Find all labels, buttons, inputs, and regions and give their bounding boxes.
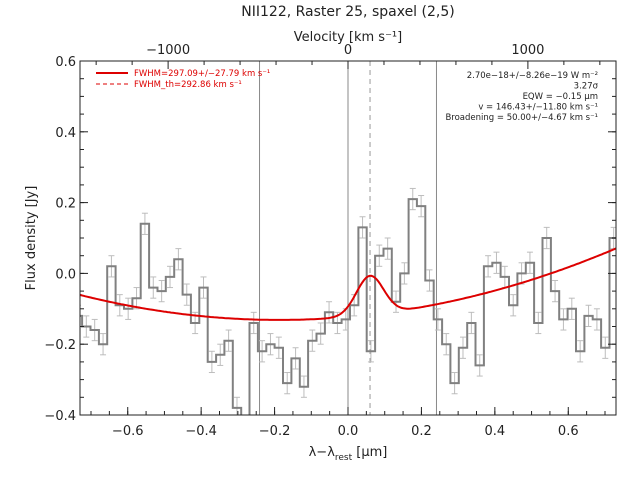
y-tick-label: 0.2 — [55, 197, 76, 212]
annotation-text: 3.27σ — [574, 82, 599, 92]
annotation-text: Broadening = 50.00+/−4.67 km s⁻¹ — [445, 113, 598, 123]
legend-label: FWHM_th=292.86 km s⁻¹ — [134, 80, 242, 90]
plot-content — [80, 61, 616, 415]
y-tick-label: 0.4 — [55, 126, 76, 141]
x-tick-label: 0.2 — [411, 424, 432, 439]
x-tick-label: −0.2 — [259, 424, 291, 439]
top-axis-label: Velocity [km s⁻¹] — [294, 30, 402, 45]
x-axis-label-unit: [μm] — [352, 445, 387, 460]
y-tick-label: 0.0 — [55, 267, 76, 282]
fit-series — [80, 247, 616, 321]
x-tick-label: −0.6 — [112, 424, 144, 439]
y-tick-label: 0.6 — [55, 55, 76, 70]
x-axis-label-main: λ−λ — [309, 445, 336, 460]
chart-title: NII122, Raster 25, spaxel (2,5) — [241, 4, 454, 20]
y-tick-label: −0.2 — [44, 338, 76, 353]
x-tick-label: 0.4 — [485, 424, 506, 439]
x-tick-label: 0.6 — [558, 424, 579, 439]
annotation-text: v = 146.43+/−11.80 km s⁻¹ — [478, 103, 598, 113]
annotation-text: EQW = −0.15 μm — [523, 92, 598, 102]
x-tick-label: 0.0 — [338, 424, 359, 439]
annotation-text: 2.70e−18+/−8.26e−19 W m⁻² — [467, 71, 598, 81]
top-tick-label: −1000 — [146, 43, 190, 58]
top-tick-label: 0 — [344, 43, 352, 58]
legend-label: FWHM=297.09+/−27.79 km s⁻¹ — [134, 69, 270, 79]
x-tick-label: −0.4 — [185, 424, 217, 439]
y-tick-label: −0.4 — [44, 409, 76, 424]
top-tick-label: 1000 — [511, 43, 544, 58]
x-axis-label: λ−λrest [μm] — [309, 445, 388, 463]
x-axis-label-sub: rest — [335, 453, 353, 463]
spectrum-series — [80, 198, 616, 415]
y-axis-label: Flux density [Jy] — [24, 186, 39, 291]
plot-area: −0.6 −0.4 −0.2 0.0 0.2 0.4 0.6 −0.4 −0.2 0.0 0.2 0.… — [44, 43, 617, 439]
